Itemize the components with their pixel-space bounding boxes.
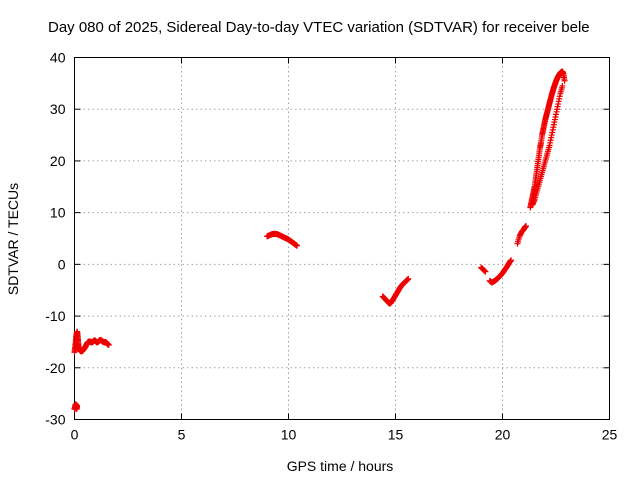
series-segment-4d-lower-edge [529, 82, 566, 208]
y-tick-label: 10 [50, 205, 66, 221]
series-segment-1b [71, 328, 112, 356]
plot-frame [74, 57, 610, 420]
y-tick-label: -20 [45, 360, 65, 376]
x-axis-label: GPS time / hours [287, 458, 394, 474]
series-segment-4c [514, 223, 530, 247]
x-tick-label: 0 [71, 427, 79, 443]
chart-title: Day 080 of 2025, Sidereal Day-to-day VTE… [48, 19, 590, 36]
axis-ticks: 0 5 10 15 20 25 -30 -20 -10 0 10 20 30 40 [45, 50, 617, 443]
series-segment-4a [478, 264, 489, 275]
data-point [523, 223, 530, 230]
x-tick-label: 25 [602, 427, 618, 443]
series-segment-2 [264, 230, 301, 249]
y-tick-label: 30 [50, 101, 66, 117]
data-point [74, 402, 81, 409]
x-tick-label: 10 [281, 427, 297, 443]
grid [74, 57, 610, 420]
series-segment-4b [486, 257, 515, 286]
y-tick-label: 40 [50, 50, 66, 66]
data-points [71, 68, 568, 413]
data-point [405, 275, 412, 282]
y-axis-label: SDTVAR / TECUs [5, 183, 21, 295]
y-tick-label: 0 [58, 256, 66, 272]
y-tick-label: -30 [45, 412, 65, 428]
series-segment-1a [71, 400, 81, 413]
y-tick-label: 20 [50, 153, 66, 169]
data-point [105, 342, 112, 349]
y-tick-label: -10 [45, 308, 65, 324]
x-tick-label: 20 [495, 427, 511, 443]
data-point [508, 257, 515, 264]
data-point [482, 268, 489, 275]
x-tick-label: 15 [388, 427, 404, 443]
data-point [559, 82, 566, 89]
x-tick-label: 5 [178, 427, 186, 443]
data-point [561, 77, 568, 84]
series-segment-3 [379, 275, 412, 307]
data-point [294, 242, 301, 249]
